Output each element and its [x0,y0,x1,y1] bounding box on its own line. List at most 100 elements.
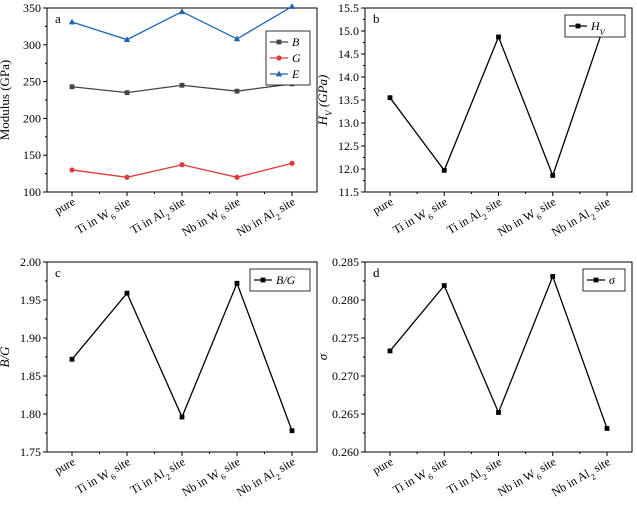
data-point [234,174,240,180]
data-point [124,290,130,296]
legend-marker [593,277,599,283]
legend-marker [260,277,266,283]
y-tick-label: 12.0 [338,162,359,176]
data-point [288,3,296,9]
x-tick-label: Nb in Al2 site [549,454,614,502]
y-tick-label: 0.270 [332,369,359,383]
y-tick-label: 13.0 [338,116,359,130]
data-point [234,88,240,94]
y-tick-label: 12.5 [338,139,359,153]
x-tick-label: pure [370,194,395,217]
y-tick-label: 150 [23,148,41,162]
legend: HV [564,14,626,38]
legend-marker [575,23,581,29]
y-tick-label: 350 [23,1,41,15]
legend: B/G [249,268,311,292]
series-line-H [389,16,608,178]
y-tick-label: 1.90 [20,331,41,345]
y-axis-label: B/G [0,346,12,368]
y-tick-label: 0.260 [332,445,359,459]
data-point [69,167,75,173]
y-axis-label: σ [315,353,330,360]
data-point [550,274,556,279]
y-axis-label: HV (GPa) [315,75,334,127]
legend-label: B/G [276,273,296,287]
x-tick-label: Ti in W6 site [390,194,451,239]
x-tick-label: Nb in Al2 site [234,454,299,502]
legend-label: G [292,51,301,65]
legend-box [564,14,626,38]
x-tick-label: Nb in W6 site [179,454,244,502]
y-tick-label: 0.285 [332,255,359,269]
panel-b: 11.5 12.0 12.5 13.0 13.5 14.0 14.5 15.0 15.5 pure… [315,1,633,242]
data-point [289,160,295,166]
data-point [179,82,185,88]
data-point [387,95,393,101]
legend-marker [276,55,282,61]
panel-label: a [55,11,61,26]
y-tick-label: 0.275 [332,331,359,345]
data-point [550,173,556,178]
legend-label: σ [609,273,616,287]
data-point [179,162,185,168]
data-point [496,410,501,415]
data-point [68,18,76,25]
data-point [387,348,393,354]
y-tick-label: 14.5 [338,47,359,61]
data-point [604,426,610,431]
data-point [496,34,501,40]
x-tick-label: Ti in W6 site [73,454,134,499]
x-tick-label: Ti in W6 site [390,454,451,499]
legend-label: B [292,35,300,49]
data-point [289,428,295,434]
series-line- [389,274,608,429]
y-tick-label: 1.75 [20,445,41,459]
y-tick-label: 250 [23,75,41,89]
x-tick-label: Nb in W6 site [179,194,244,242]
x-tick-label: Nb in W6 site [495,194,560,242]
data-point [124,174,130,180]
x-tick-label: Nb in W6 site [495,454,560,502]
y-tick-label: 13.5 [338,93,359,107]
data-point [179,414,185,420]
legend-marker [276,39,282,45]
data-point [124,90,130,96]
y-tick-label: 1.95 [20,293,41,307]
series-line-BG [71,281,293,431]
data-point [441,283,447,288]
legend-label: E [291,67,300,81]
y-tick-label: 15.0 [338,24,359,38]
y-tick-label: 0.265 [332,407,359,421]
y-tick-label: 15.5 [338,1,359,15]
y-tick-label: 100 [23,185,41,199]
y-tick-label: 14.0 [338,70,359,84]
legend: σ [582,268,626,292]
x-tick-label: Ti in Al2 site [128,194,189,240]
y-tick-label: 2.00 [20,255,41,269]
x-tick-label: Ti in Al2 site [444,194,505,240]
x-tick-label: pure [52,194,77,217]
y-tick-label: 11.5 [338,185,359,199]
panel-label: c [55,265,61,280]
x-tick-label: Ti in W6 site [73,194,134,239]
data-point [441,167,447,173]
data-point [234,280,240,286]
y-tick-label: 1.85 [20,369,41,383]
x-tick-label: pure [52,454,77,477]
panel-label: d [373,265,380,280]
legend-label: HV [590,19,606,37]
data-point [69,356,75,362]
y-tick-label: 0.280 [332,293,359,307]
data-point [123,36,131,43]
data-point [69,84,75,90]
data-point [178,8,186,15]
x-tick-label: Nb in Al2 site [549,194,614,242]
data-point [233,35,241,42]
x-tick-label: Ti in Al2 site [444,454,505,500]
y-axis-label: Modulus (GPa) [0,60,12,141]
legend-box [249,268,311,292]
